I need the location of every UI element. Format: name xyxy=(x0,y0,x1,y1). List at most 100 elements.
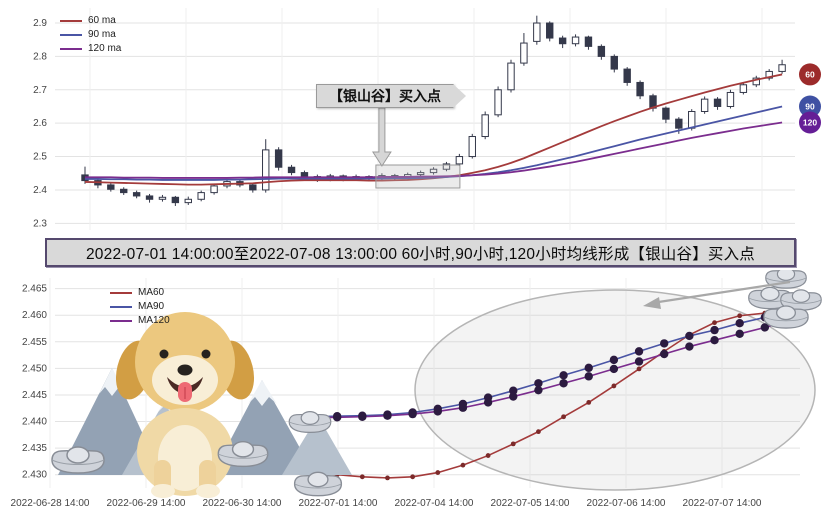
dog-illustration xyxy=(115,312,255,498)
legend-item-ma60: 60 ma xyxy=(60,15,121,26)
svg-text:2.6: 2.6 xyxy=(33,118,47,129)
ma-zoom-marker xyxy=(561,414,566,420)
legend-label: 90 ma xyxy=(88,29,116,40)
top-gridlines xyxy=(55,8,795,230)
summary-banner-text: 2022-07-01 14:00:00至2022-07-08 13:00:00 … xyxy=(85,245,756,263)
ma-zoom-marker xyxy=(410,474,416,480)
ma90-line-swatch xyxy=(60,33,82,36)
ma-zoom-marker xyxy=(735,318,744,328)
legend-label: MA120 xyxy=(138,315,170,326)
svg-text:2.9: 2.9 xyxy=(33,18,47,29)
annotation-arrow-tip xyxy=(453,84,466,108)
ma-zoom-marker xyxy=(634,357,644,366)
ma120-line-swatch xyxy=(60,47,82,50)
ma90-line-swatch xyxy=(110,305,132,308)
svg-text:2.7: 2.7 xyxy=(33,85,47,96)
ma-zoom-marker xyxy=(408,409,417,419)
svg-text:2022-06-29 14:00: 2022-06-29 14:00 xyxy=(107,498,186,509)
ma-zoom-marker xyxy=(483,398,493,407)
ma-zoom-marker xyxy=(710,336,719,345)
ma-badges-layer: 60 90 120 xyxy=(799,63,821,134)
legend-label: MA60 xyxy=(138,287,165,298)
svg-text:2.4: 2.4 xyxy=(33,185,47,196)
bottom-chart-legend: MA60 MA90 MA120 xyxy=(110,287,170,326)
ma-zoom-marker xyxy=(611,383,617,389)
ma-badge xyxy=(799,95,821,118)
svg-text:2022-07-06 14:00: 2022-07-06 14:00 xyxy=(587,498,666,509)
ma-zoom-marker xyxy=(358,412,367,421)
legend-label: 120 ma xyxy=(88,43,122,54)
legend-label: 60 ma xyxy=(88,15,116,26)
ma-zoom-marker xyxy=(710,325,719,335)
legend-item-ma60: MA60 xyxy=(110,287,170,298)
ma-line xyxy=(85,105,783,181)
ma60-line-swatch xyxy=(60,19,82,22)
svg-text:2.8: 2.8 xyxy=(33,51,47,62)
hourly-candlestick-chart: 60 90 120 2.3 2.4 2.5 2.6 2.7 2.8 2.9 xyxy=(33,8,821,230)
summary-banner: 2022-07-01 14:00:00至2022-07-08 13:00:00 … xyxy=(45,238,796,267)
svg-text:2022-07-07 14:00: 2022-07-07 14:00 xyxy=(683,498,762,509)
ma120-line-swatch xyxy=(110,319,132,322)
buy-point-marker-layer xyxy=(371,107,461,189)
ma-zoom-marker xyxy=(458,403,468,412)
svg-text:2022-06-28 14:00: 2022-06-28 14:00 xyxy=(11,498,90,509)
svg-text:60: 60 xyxy=(805,69,815,79)
legend-item-ma90: 90 ma xyxy=(60,29,121,40)
ma-zoom-chart: 2.430 2.435 2.440 2.445 2.450 2.455 2.460 2.465… xyxy=(11,270,822,509)
ma-zoom-marker xyxy=(660,349,669,359)
svg-text:2.440: 2.440 xyxy=(22,417,47,428)
ma-lines-layer xyxy=(84,73,783,186)
decorations xyxy=(51,270,822,498)
ma-zoom-marker xyxy=(584,372,593,381)
ma-zoom-marker xyxy=(534,385,543,395)
ma-zoom-marker xyxy=(609,364,619,374)
svg-text:2.5: 2.5 xyxy=(33,152,47,163)
svg-text:2022-07-05 14:00: 2022-07-05 14:00 xyxy=(491,498,570,509)
ma-zoom-marker xyxy=(383,411,392,420)
ma-zoom-marker xyxy=(660,339,669,348)
ma-zoom-marker xyxy=(359,474,365,480)
ma-zoom-marker xyxy=(586,400,592,405)
svg-text:2022-07-04 14:00: 2022-07-04 14:00 xyxy=(395,498,474,509)
ma-zoom-marker xyxy=(559,371,568,380)
top-chart-legend: 60 ma 90 ma 120 ma xyxy=(60,15,121,54)
ma60-line-swatch xyxy=(110,291,132,294)
buy-point-annotation: 【银山谷】买入点 xyxy=(316,84,466,108)
top-y-axis-labels: 2.3 2.4 2.5 2.6 2.7 2.8 2.9 xyxy=(33,18,47,229)
ma-zoom-line xyxy=(311,310,791,418)
legend-item-ma120: MA120 xyxy=(110,315,170,326)
bottom-axis-labels: 2.430 2.435 2.440 2.445 2.450 2.455 2.460 2.465… xyxy=(11,284,762,509)
ma-zoom-marker xyxy=(760,323,770,332)
ma-zoom-marker xyxy=(536,429,541,435)
ma-zoom-marker xyxy=(685,342,694,351)
ma-zoom-marker xyxy=(735,329,744,339)
ma-zoom-marker xyxy=(510,441,516,447)
ma-zoom-marker xyxy=(534,379,543,388)
svg-text:90: 90 xyxy=(805,101,815,111)
ma-zoom-marker xyxy=(584,363,593,373)
ma-zoom-marker xyxy=(609,355,619,365)
ma-line xyxy=(85,121,783,179)
ma-zoom-marker xyxy=(460,462,466,468)
svg-text:2.435: 2.435 xyxy=(22,443,47,454)
buy-point-annotation-text: 【银山谷】买入点 xyxy=(329,88,441,104)
svg-text:2.3: 2.3 xyxy=(33,218,47,229)
svg-text:2.460: 2.460 xyxy=(22,310,47,321)
ma-zoom-line xyxy=(311,310,791,479)
ma-badge xyxy=(799,111,821,134)
legend-item-ma120: 120 ma xyxy=(60,43,121,54)
ma-zoom-marker xyxy=(712,320,717,326)
svg-text:2.430: 2.430 xyxy=(22,470,47,481)
svg-text:2.450: 2.450 xyxy=(22,363,47,374)
svg-text:2.455: 2.455 xyxy=(22,337,47,348)
ma-zoom-marker xyxy=(435,470,441,475)
ma-badge xyxy=(799,63,821,86)
ma-zoom-marker xyxy=(685,331,694,341)
ma-zoom-marker xyxy=(509,392,518,401)
svg-text:2022-07-01 14:00: 2022-07-01 14:00 xyxy=(299,498,378,509)
legend-label: MA90 xyxy=(138,301,165,312)
ma-zoom-marker xyxy=(385,475,390,481)
legend-item-ma90: MA90 xyxy=(110,301,170,312)
ma-zoom-marker xyxy=(332,413,342,422)
